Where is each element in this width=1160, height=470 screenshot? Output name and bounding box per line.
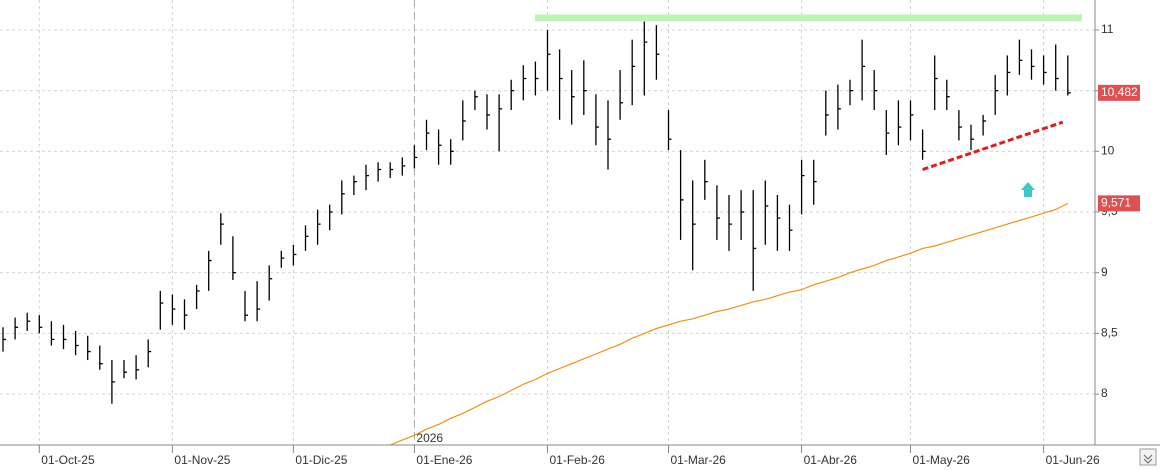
x-tick-label: 01-Dic-25: [295, 453, 347, 467]
y-tick-label: 8: [1101, 386, 1108, 400]
y-tick-label: 8,5: [1101, 326, 1118, 340]
up-arrow: [1021, 182, 1035, 197]
plot-area: [0, 0, 1095, 446]
x-tick-label: 01-Jun-26: [1046, 453, 1100, 467]
last-value-label: 10,482: [1101, 85, 1138, 99]
corner-icon: [1143, 454, 1153, 464]
y-tick-label: 11: [1101, 22, 1114, 36]
y-tick-label: 9: [1101, 265, 1108, 279]
corner-button[interactable]: [1139, 448, 1157, 466]
y-tick-label: 10: [1101, 143, 1115, 157]
last-value-box: [1098, 84, 1140, 101]
last-value-box: [1098, 195, 1140, 212]
x-tick-label: 01-Nov-25: [174, 453, 230, 467]
x-tick-label: 01-May-26: [913, 453, 971, 467]
x-tick-label: 01-Oct-25: [41, 453, 95, 467]
moving-average: [389, 202, 1069, 446]
x-tick-label: 01-Feb-26: [550, 453, 606, 467]
year-label: 2026: [416, 431, 443, 445]
last-value-label: 9,571: [1101, 196, 1131, 210]
x-tick-label: 01-Abr-26: [804, 453, 858, 467]
x-tick-label: 01-Ene-26: [416, 453, 472, 467]
trendline: [922, 120, 1064, 171]
x-tick-label: 01-Mar-26: [671, 453, 727, 467]
